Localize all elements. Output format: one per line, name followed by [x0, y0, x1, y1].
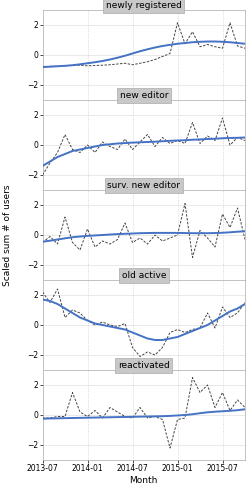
X-axis label: Month: Month	[130, 476, 158, 485]
Title: surv. new editor: surv. new editor	[107, 181, 180, 190]
Title: newly registered: newly registered	[106, 1, 182, 10]
Title: reactivated: reactivated	[118, 361, 170, 370]
Title: old active: old active	[122, 271, 166, 280]
Title: new editor: new editor	[120, 91, 168, 100]
Text: Scaled sum # of users: Scaled sum # of users	[3, 184, 12, 286]
